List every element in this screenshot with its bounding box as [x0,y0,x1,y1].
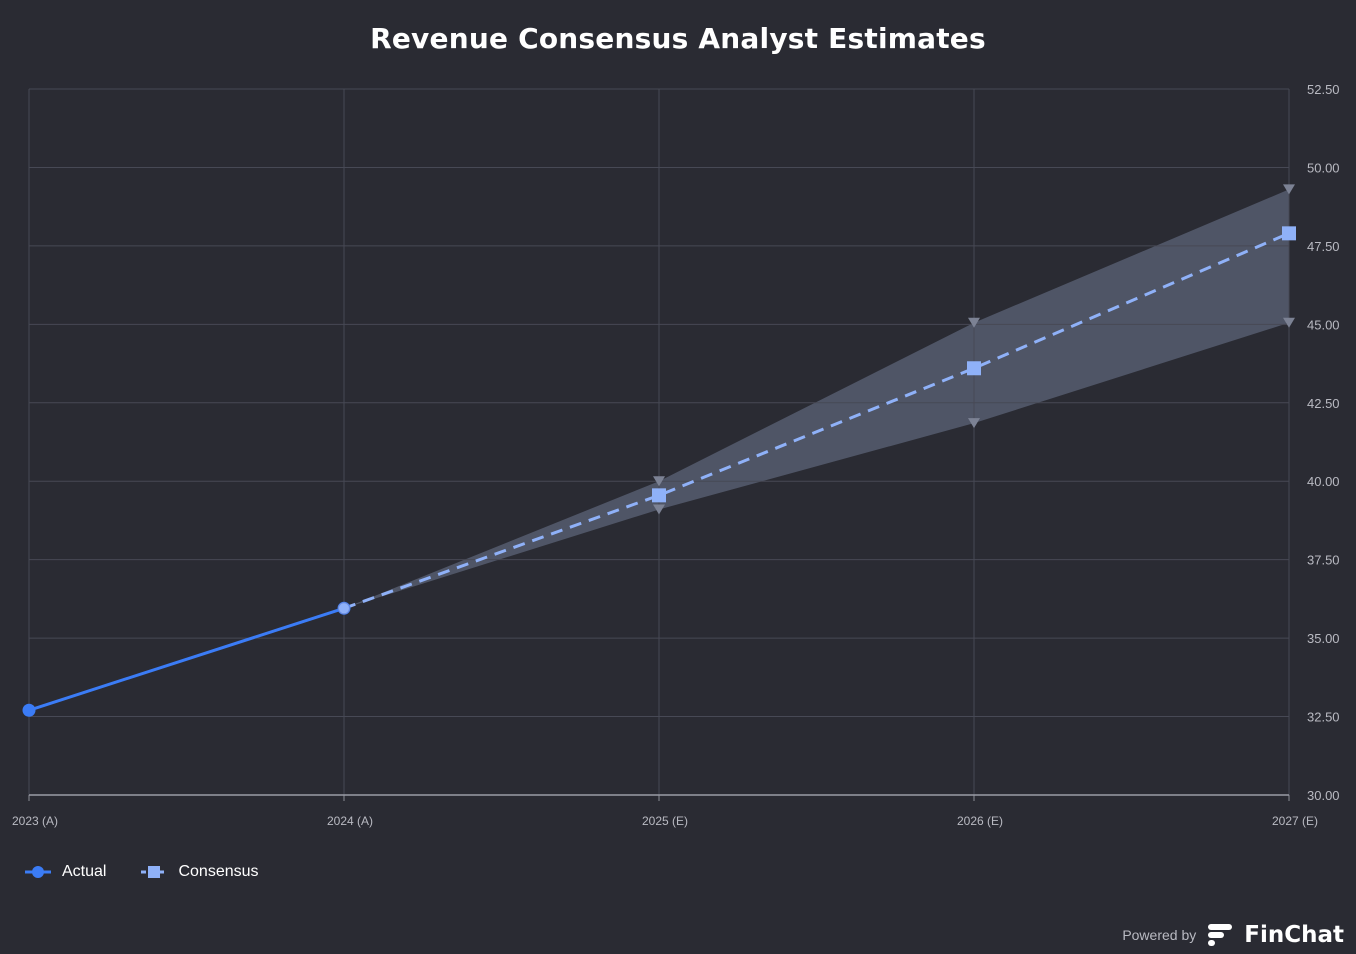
chart-title: Revenue Consensus Analyst Estimates [370,22,986,55]
low-estimate-marker [653,504,665,515]
legend-consensus-marker-icon [141,866,168,878]
consensus-point [652,488,666,503]
finchat-logo-icon [1208,924,1233,946]
y-tick-label: 52.50 [1307,82,1340,97]
y-tick-label: 35.00 [1307,631,1340,646]
series-line-actual [28,606,345,712]
x-tick-label: 2026 (E) [957,814,1003,828]
finchat-logo-text: FinChat [1244,922,1344,948]
y-tick-label: 32.50 [1307,710,1340,725]
consensus-point [338,602,350,615]
low-estimate-marker [1283,317,1295,328]
x-tick-label: 2025 (E) [642,814,688,828]
actual-point [22,703,36,717]
powered-by-label: Powered by [1122,927,1197,943]
estimate-range-band [344,189,1289,609]
high-estimate-marker [1283,184,1295,195]
y-tick-label: 40.00 [1307,474,1340,489]
y-tick-label: 45.00 [1307,317,1340,332]
consensus-point [967,361,981,376]
series-line-consensus [343,231,1290,610]
legend-label-actual: Actual [62,863,107,880]
x-tick-label: 2027 (E) [1272,814,1318,828]
legend-actual-marker-icon [25,866,51,878]
high-estimate-marker [653,476,665,487]
consensus-point [1282,226,1296,241]
y-tick-label: 30.00 [1307,788,1340,803]
x-tick-label: 2024 (A) [327,814,373,828]
high-estimate-marker [968,317,980,328]
chart-legend: Actual Consensus [24,860,259,884]
y-tick-label: 42.50 [1307,396,1340,411]
y-tick-label: 47.50 [1307,239,1340,254]
legend-item-consensus[interactable]: Consensus [140,862,259,882]
y-tick-label: 50.00 [1307,160,1340,175]
low-estimate-marker [968,418,980,429]
x-tick-label: 2023 (A) [12,814,58,828]
powered-by-attribution[interactable]: Powered by FinChat [1122,922,1344,948]
y-tick-label: 37.50 [1307,553,1340,568]
legend-item-actual[interactable]: Actual [24,862,106,882]
legend-label-consensus: Consensus [178,863,259,880]
